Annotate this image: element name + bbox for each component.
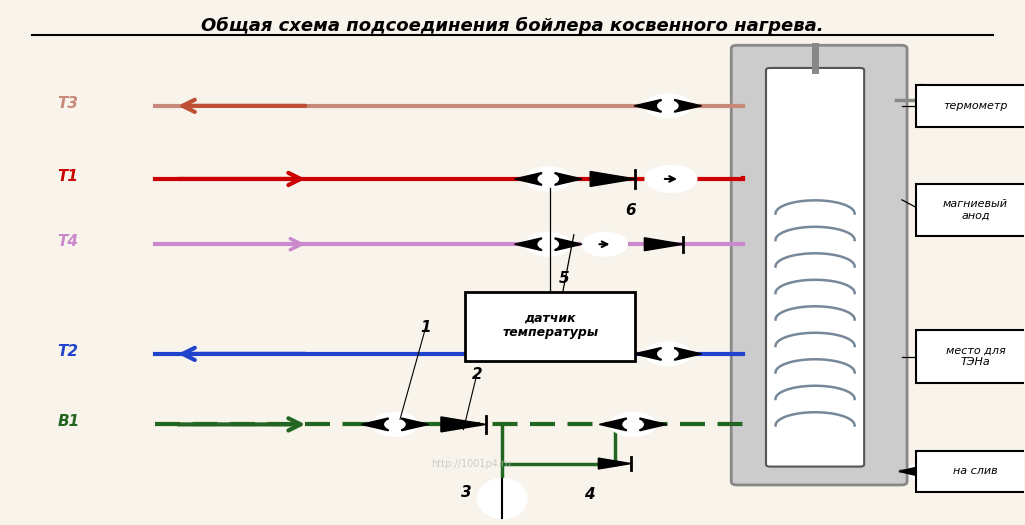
Polygon shape xyxy=(634,100,661,112)
Polygon shape xyxy=(600,418,626,430)
Polygon shape xyxy=(555,173,582,185)
Polygon shape xyxy=(674,348,701,360)
Polygon shape xyxy=(515,173,541,185)
Text: датчик
температуры: датчик температуры xyxy=(502,311,599,339)
Circle shape xyxy=(909,461,950,482)
FancyBboxPatch shape xyxy=(766,68,864,467)
Circle shape xyxy=(646,342,691,365)
Text: место для
ТЭНа: место для ТЭНа xyxy=(946,345,1006,367)
Polygon shape xyxy=(599,458,631,469)
Text: 2: 2 xyxy=(472,368,482,382)
Polygon shape xyxy=(555,238,582,250)
Polygon shape xyxy=(674,100,701,112)
FancyBboxPatch shape xyxy=(465,292,636,361)
Polygon shape xyxy=(590,172,636,186)
Polygon shape xyxy=(402,418,428,430)
Polygon shape xyxy=(361,418,388,430)
Circle shape xyxy=(526,233,571,256)
Text: Т3: Т3 xyxy=(57,96,79,111)
Text: 1: 1 xyxy=(420,320,430,335)
FancyBboxPatch shape xyxy=(916,450,1025,492)
Polygon shape xyxy=(936,466,960,477)
Text: 4: 4 xyxy=(584,487,594,502)
Circle shape xyxy=(658,101,678,111)
Circle shape xyxy=(538,174,559,184)
Polygon shape xyxy=(441,417,486,432)
FancyBboxPatch shape xyxy=(916,184,1025,236)
FancyBboxPatch shape xyxy=(916,330,1025,383)
Text: 6: 6 xyxy=(625,203,636,218)
Polygon shape xyxy=(634,348,661,360)
Text: 5: 5 xyxy=(559,271,569,286)
Text: магниевый
анод: магниевый анод xyxy=(943,200,1008,221)
Circle shape xyxy=(646,94,691,117)
Polygon shape xyxy=(515,238,541,250)
FancyBboxPatch shape xyxy=(6,4,1019,521)
Circle shape xyxy=(646,166,697,192)
Ellipse shape xyxy=(478,479,527,518)
Text: В1: В1 xyxy=(57,414,80,429)
Text: термометр: термометр xyxy=(943,101,1008,111)
Polygon shape xyxy=(899,466,924,477)
FancyBboxPatch shape xyxy=(916,85,1025,127)
Text: Т1: Т1 xyxy=(57,169,79,184)
Text: Т4: Т4 xyxy=(57,234,79,249)
Circle shape xyxy=(538,239,559,249)
Circle shape xyxy=(372,413,417,436)
Circle shape xyxy=(582,233,627,256)
Polygon shape xyxy=(640,418,667,430)
Text: на слив: на слив xyxy=(953,466,998,476)
Polygon shape xyxy=(645,238,684,250)
Text: Общая схема подсоединения бойлера косвенного нагрева.: Общая схема подсоединения бойлера косвен… xyxy=(201,17,824,35)
Circle shape xyxy=(658,349,678,359)
Circle shape xyxy=(623,419,644,429)
Text: 3: 3 xyxy=(461,485,472,500)
Circle shape xyxy=(920,467,939,476)
Circle shape xyxy=(384,419,405,429)
Text: Т2: Т2 xyxy=(57,344,79,359)
FancyBboxPatch shape xyxy=(731,45,907,485)
Circle shape xyxy=(611,413,656,436)
Circle shape xyxy=(526,167,571,191)
Text: http://1001p4.ru: http://1001p4.ru xyxy=(432,458,511,468)
